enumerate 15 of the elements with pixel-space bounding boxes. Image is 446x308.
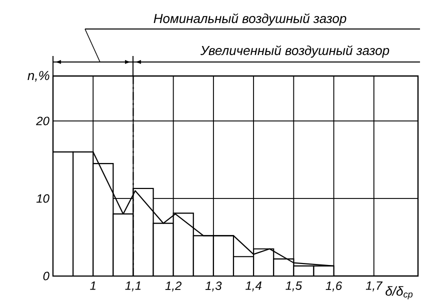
y-tick-label: 10 [36,194,50,203]
x-tick-label: 1,3 [205,282,222,292]
x-tick-label: 1,5 [286,282,302,292]
text: Номинальный воздушный зазор [154,13,346,26]
x-tick-label: 1,1 [125,282,141,292]
x-tick-label: 1,2 [165,282,182,292]
y-tick-label: 20 [36,116,50,126]
y-axis-title: n,% [28,70,50,82]
x-tick-label: 1 [90,282,96,290]
x-tick-label: 1,4 [246,282,262,292]
x-tick-label: 1,7 [366,282,383,292]
y-tick-label: 0 [43,272,50,280]
text: Увеличенный воздушный зазор [200,45,390,58]
x-tick-label: 1,6 [326,282,342,292]
x-axis-title: δ/δ$_{ср}$ [386,286,413,300]
